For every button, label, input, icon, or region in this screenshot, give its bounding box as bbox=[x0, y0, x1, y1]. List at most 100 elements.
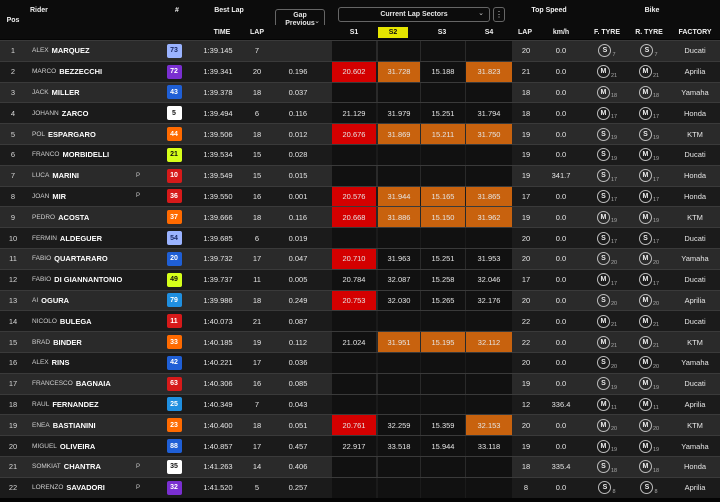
header-row-top: Pos Rider # Best Lap Gap Previous ⌄ Curr… bbox=[0, 0, 720, 31]
rear-tyre-compound: M bbox=[638, 65, 652, 79]
sector-s2-cell bbox=[378, 82, 420, 103]
rider-last-name: BULEGA bbox=[59, 316, 92, 326]
position: 13 bbox=[8, 295, 18, 305]
sectors-dropdown[interactable]: Current Lap Sectors ⌄ bbox=[338, 7, 490, 22]
table-row[interactable]: 12 FABIO DI GIANNANTONIO 49 1:39.737 11 0.005 2… bbox=[0, 268, 720, 290]
sector-s4-cell bbox=[466, 353, 512, 373]
rider-first-name: SOMKIAT bbox=[32, 463, 61, 471]
best-lap-time: 1:41.263 bbox=[203, 462, 233, 472]
table-row[interactable]: 7 LUCA MARINI P 10 1:39.549 15 0.015 19 341.7 S 17 M… bbox=[0, 164, 720, 186]
header-s2: S2 bbox=[378, 27, 408, 38]
rear-tyre-cell: M 20 bbox=[628, 353, 670, 373]
front-tyre-compound: S bbox=[596, 460, 610, 474]
rider-first-name: JACK bbox=[32, 88, 49, 96]
current-lap: 20 bbox=[521, 233, 531, 243]
gap-cell: 0.406 bbox=[270, 457, 326, 477]
sector-s2-time: 33.518 bbox=[387, 441, 411, 451]
table-row[interactable]: 11 FABIO QUARTARARO 20 1:39.732 17 0.047 20.710… bbox=[0, 248, 720, 269]
current-lap: 20 bbox=[521, 254, 531, 264]
rider-number-badge: 23 bbox=[166, 418, 182, 433]
rear-tyre-compound: M bbox=[638, 106, 652, 120]
table-row[interactable]: 22 LORENZO SAVADORI P 32 1:41.520 5 0.257 8 0.0 S 8… bbox=[0, 476, 720, 498]
rider-number-badge: 54 bbox=[166, 231, 182, 246]
table-row[interactable]: 17 FRANCESCO BAGNAIA 63 1:40.306 16 0.085 19 0.0… bbox=[0, 372, 720, 394]
rider-number-badge: 63 bbox=[166, 376, 182, 391]
front-tyre-icon: M 21 bbox=[596, 314, 617, 328]
current-lap-cell: 18 bbox=[514, 83, 538, 103]
front-tyre-laps: 20 bbox=[610, 363, 618, 370]
rider-last-name: ZARCO bbox=[61, 108, 89, 118]
rear-tyre-cell: M 19 bbox=[628, 145, 670, 165]
current-lap: 18 bbox=[521, 108, 531, 118]
front-tyre-icon: S 20 bbox=[596, 252, 618, 266]
table-row[interactable]: 21 SOMKIAT CHANTRA P 35 1:41.263 14 0.406 18 335.… bbox=[0, 456, 720, 477]
gap-previous: 0.116 bbox=[288, 108, 308, 118]
rear-tyre-laps: 21 bbox=[652, 322, 660, 329]
table-row[interactable]: 13 AI OGURA 79 1:39.986 18 0.249 20.753 32.030 15… bbox=[0, 289, 720, 311]
rider-last-name: SAVADORI bbox=[66, 483, 105, 493]
sector-s2-cell: 33.518 bbox=[378, 436, 420, 456]
rear-tyre-laps: 17 bbox=[652, 114, 660, 121]
factory-cell: Aprilia bbox=[672, 395, 718, 415]
gap-cell: 0.001 bbox=[270, 187, 326, 207]
header-pos: Pos bbox=[6, 16, 20, 24]
gap-cell: 0.196 bbox=[270, 62, 326, 82]
table-row[interactable]: 6 FRANCO MORBIDELLI 21 1:39.534 15 0.028 19 0.0 S… bbox=[0, 144, 720, 165]
table-row[interactable]: 5 POL ESPARGARO 44 1:39.506 18 0.012 20.676 31.8… bbox=[0, 123, 720, 144]
rider-number-cell: 49 bbox=[163, 270, 185, 290]
rider-first-name: RAUL bbox=[32, 400, 50, 408]
table-row[interactable]: 15 BRAD BINDER 33 1:40.185 19 0.112 21.024 31.95… bbox=[0, 331, 720, 352]
rear-tyre-laps: 17 bbox=[652, 197, 660, 204]
table-row[interactable]: 16 ALEX RINS 42 1:40.221 17 0.036 20 0.0 S 20 M 20 Ya… bbox=[0, 352, 720, 373]
rear-tyre-cell: M 11 bbox=[628, 395, 670, 415]
factory-cell: Ducati bbox=[672, 311, 718, 331]
sector-s1-cell: 20.710 bbox=[332, 249, 376, 269]
rear-tyre-icon: M 21 bbox=[638, 314, 660, 329]
top-speed-cell: 0.0 bbox=[540, 41, 582, 61]
rider-last-name: OLIVEIRA bbox=[59, 441, 96, 451]
rider-cell: NICOLO BULEGA bbox=[28, 311, 162, 331]
rider-cell: RAUL FERNANDEZ bbox=[28, 395, 162, 415]
rear-tyre-compound: M bbox=[638, 418, 652, 432]
rider-last-name: MARINI bbox=[52, 171, 80, 181]
sector-s2-time: 31.963 bbox=[387, 254, 411, 264]
table-row[interactable]: 18 RAUL FERNANDEZ 25 1:40.349 7 0.043 12 336.4 M 1… bbox=[0, 393, 720, 415]
rear-tyre-icon: S 19 bbox=[638, 127, 659, 141]
rear-tyre-compound: M bbox=[638, 252, 652, 266]
sector-s2-cell bbox=[378, 477, 420, 498]
sector-s2-cell bbox=[378, 394, 420, 415]
gap-cell: 0.019 bbox=[270, 228, 326, 248]
table-row[interactable]: 20 MIGUEL OLIVEIRA 88 1:40.857 17 0.457 22.917 3… bbox=[0, 435, 720, 456]
table-row[interactable]: 14 NICOLO BULEGA 11 1:40.073 21 0.087 22 0.0 M 21 M… bbox=[0, 310, 720, 332]
table-row[interactable]: 19 ENEA BASTIANINI 23 1:40.400 18 0.051 20.761 3… bbox=[0, 414, 720, 436]
table-row[interactable]: 3 JACK MILLER 43 1:39.378 18 0.037 18 0.0 M 18 M 18 Y… bbox=[0, 81, 720, 103]
table-row[interactable]: 8 JOAN MIR P 36 1:39.550 16 0.001 20.576 31.944 15… bbox=[0, 185, 720, 207]
current-lap: 19 bbox=[521, 379, 531, 389]
best-lap-number-cell: 18 bbox=[246, 124, 268, 144]
current-lap: 19 bbox=[521, 171, 531, 181]
front-tyre-laps: 19 bbox=[610, 447, 618, 454]
table-row[interactable]: 2 MARCO BEZZECCHI 72 1:39.341 20 0.196 20.602 31… bbox=[0, 60, 720, 82]
rider-number-cell: 44 bbox=[163, 124, 185, 144]
factory: KTM bbox=[687, 129, 703, 139]
table-row[interactable]: 9 PEDRO ACOSTA 37 1:39.666 18 0.116 20.668 31.88… bbox=[0, 206, 720, 228]
sector-s3-cell bbox=[421, 311, 465, 332]
rear-tyre-laps: 11 bbox=[653, 405, 659, 412]
sector-s1-time: 20.761 bbox=[342, 420, 366, 430]
header-kmh: km/h bbox=[552, 28, 570, 36]
rear-tyre-compound: S bbox=[638, 231, 652, 245]
table-row[interactable]: 4 JOHANN ZARCO 5 1:39.494 6 0.116 21.129 31.979 1… bbox=[0, 102, 720, 124]
rider-last-name: MORBIDELLI bbox=[62, 150, 110, 160]
front-tyre-cell: S 17 bbox=[586, 187, 628, 207]
table-row[interactable]: 1 ALEX MARQUEZ 73 1:39.145 7 20 0.0 S 7 S 7 Ducati bbox=[0, 40, 720, 61]
table-row[interactable]: 10 FERMIN ALDEGUER 54 1:39.685 6 0.019 20 0.0 S 17… bbox=[0, 227, 720, 248]
front-tyre-laps: 20 bbox=[610, 259, 618, 266]
more-options-icon[interactable]: ⋮ bbox=[493, 7, 505, 22]
front-tyre-icon: M 21 bbox=[596, 65, 617, 79]
top-speed-cell: 0.0 bbox=[540, 332, 582, 352]
top-speed-cell: 0.0 bbox=[540, 249, 582, 269]
position-cell: 9 bbox=[2, 207, 24, 227]
sector-s4-cell: 32.176 bbox=[466, 290, 512, 311]
current-lap-cell: 21 bbox=[514, 62, 538, 82]
position: 12 bbox=[8, 275, 18, 285]
